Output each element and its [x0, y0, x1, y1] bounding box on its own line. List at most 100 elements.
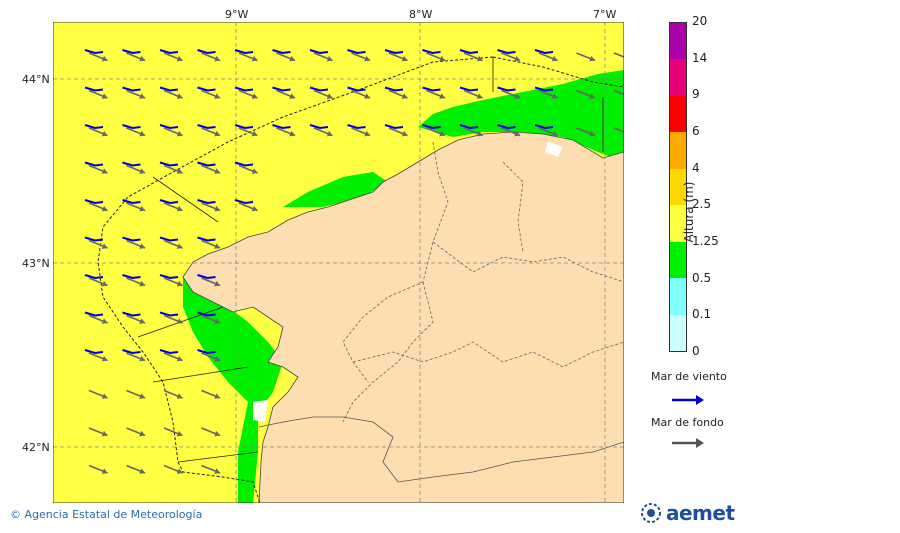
swell-arrowhead — [326, 130, 333, 137]
swell-arrowhead — [101, 318, 108, 324]
swell-arrowhead — [214, 355, 221, 362]
wind-sea-arrow — [309, 124, 329, 130]
colorbar-tick-label: 0 — [692, 344, 700, 358]
swell-arrowhead — [101, 205, 108, 212]
wind-sea-arrow — [234, 199, 254, 205]
swell-arrowhead — [176, 430, 183, 437]
swell-arrowhead — [439, 130, 446, 137]
lon-label-9w: 9°W — [225, 8, 249, 21]
swell-arrowhead — [214, 130, 221, 137]
swell-arrowhead — [176, 468, 183, 474]
swell-arrowhead — [139, 430, 146, 437]
swell-arrowhead — [251, 55, 258, 62]
wind-sea-arrow — [497, 86, 516, 92]
swell-arrowhead — [139, 205, 146, 212]
swell-arrowhead — [214, 93, 221, 99]
swell-arrow-icon — [672, 438, 704, 448]
wind-sea-arrow — [497, 124, 516, 130]
swell-arrowhead — [214, 55, 221, 62]
agency-credit: © Agencia Estatal de Meteorología — [10, 508, 203, 521]
lat-label-42n: 42°N — [22, 441, 50, 454]
zone-divider-1 — [152, 176, 219, 223]
wind-sea-arrow — [347, 49, 366, 55]
colorbar-segment — [670, 205, 686, 242]
wind-sea-arrow — [347, 124, 366, 130]
swell-arrowhead — [551, 93, 558, 99]
swell-arrowhead — [101, 93, 108, 99]
swell-arrowhead — [251, 130, 258, 137]
aemet-logo-text: aemet — [666, 501, 735, 525]
swell-arrowhead — [214, 468, 221, 474]
swell-arrowhead — [364, 130, 371, 137]
swell-arrowhead — [139, 468, 146, 474]
swell-arrowhead — [551, 55, 558, 62]
swell-arrowhead — [139, 280, 146, 287]
wind-sea-arrow — [234, 124, 254, 130]
wind-sea-arrow — [159, 124, 179, 130]
wind-sea-arrow — [534, 86, 554, 92]
ria-white-1 — [253, 400, 268, 422]
swell-arrow — [613, 89, 624, 96]
wind-sea-arrow — [197, 49, 216, 55]
wind-sea-arrow — [422, 124, 441, 130]
swell-arrowhead — [139, 130, 146, 137]
wind-sea-arrow — [159, 86, 179, 92]
swell-arrowhead — [101, 355, 108, 362]
wind-sea-arrow — [534, 49, 554, 55]
swell-arrowhead — [101, 55, 108, 62]
colorbar-title: Altura (m) — [682, 181, 696, 243]
swell-arrowhead — [214, 205, 221, 212]
swell-arrowhead — [476, 55, 483, 62]
wind-sea-arrow — [122, 349, 141, 355]
green-wave-zone-north — [418, 70, 624, 162]
wind-sea-arrow — [534, 124, 554, 130]
swell-arrowhead — [401, 130, 408, 137]
swell-arrowhead — [364, 55, 371, 62]
wind-sea-arrow — [272, 49, 291, 55]
swell-arrowhead — [476, 93, 483, 99]
wind-sea-arrow — [84, 311, 104, 317]
maritime-zone-outline — [97, 56, 624, 503]
swell-arrowhead — [176, 355, 183, 362]
swell-arrowhead — [326, 93, 333, 99]
colorbar-segment — [670, 168, 686, 206]
wind-sea-arrow — [197, 124, 216, 130]
green-wave-zone-west — [183, 267, 283, 503]
colorbar-tick-label: 6 — [692, 124, 700, 138]
colorbar-tick-label: 0.1 — [692, 307, 712, 322]
swell-arrowhead — [176, 168, 183, 174]
wind-sea-arrow — [234, 49, 254, 55]
zone-divider-4 — [177, 451, 259, 463]
colorbar-tick-label: 9 — [692, 87, 700, 102]
wind-sea-arrow — [422, 49, 441, 55]
wind-sea-arrow — [197, 161, 216, 167]
wind-sea-arrow — [384, 86, 404, 92]
wind-sea-arrow — [384, 49, 404, 55]
swell-arrowhead — [139, 168, 146, 174]
colorbar-segment — [670, 132, 686, 169]
country-border — [258, 416, 624, 483]
wind-sea-arrow — [84, 274, 104, 280]
swell-arrowhead — [364, 93, 371, 99]
colorbar-segment — [670, 278, 686, 315]
swell-arrowhead — [101, 430, 108, 437]
swell-arrowhead — [176, 130, 183, 137]
wind-sea-legend-label: Mar de viento — [651, 370, 727, 383]
swell-arrowhead — [439, 55, 446, 62]
zone-divider-3 — [152, 366, 249, 383]
swell-arrowhead — [101, 468, 108, 474]
aemet-logo-icon — [641, 503, 661, 523]
wind-sea-arrow — [84, 349, 104, 355]
colorbar-segment — [670, 59, 686, 96]
colorbar-tick-label: 0.5 — [692, 270, 712, 285]
swell-arrowhead — [514, 93, 521, 99]
wind-sea-arrow — [122, 199, 141, 205]
wind-sea-arrow-icon — [672, 395, 704, 405]
lat-label-43n: 43°N — [22, 257, 50, 270]
swell-arrowhead — [176, 318, 183, 324]
wind-sea-arrow — [459, 49, 479, 55]
colorbar-tick-label: 20 — [692, 14, 708, 28]
wind-sea-arrow — [197, 274, 216, 280]
swell-arrowhead — [176, 243, 183, 249]
swell-arrow — [613, 52, 624, 58]
